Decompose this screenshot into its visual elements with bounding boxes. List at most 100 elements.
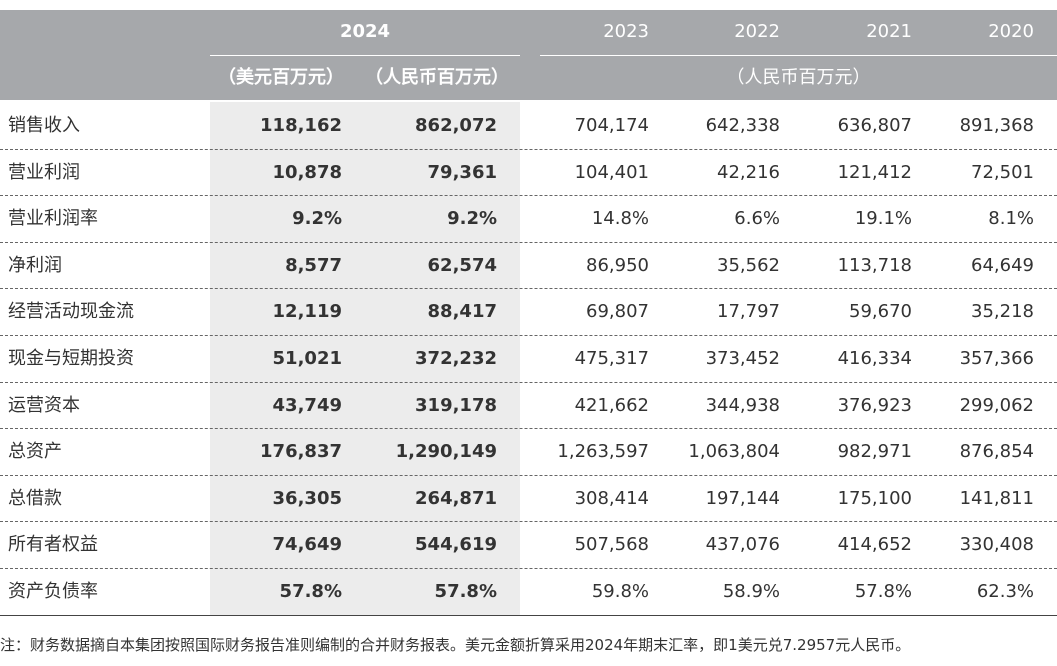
cell: 104,401	[574, 161, 649, 183]
header-unit: （人民币百万元）	[365, 67, 509, 88]
cell: 416,334	[837, 348, 912, 369]
cell: 88,417	[427, 301, 497, 323]
cell: 9.2%	[292, 208, 342, 230]
cell: 544,619	[415, 534, 497, 556]
cell: 57.8%	[279, 581, 342, 602]
highlight-column	[210, 102, 520, 615]
cell: 704,174	[574, 115, 649, 136]
row-label: 现金与短期投资	[8, 348, 134, 369]
row-label: 营业利润	[8, 161, 80, 183]
cell: 372,232	[415, 348, 497, 369]
cell: 51,021	[272, 348, 342, 369]
cell: 6.6%	[734, 208, 780, 230]
row-separator	[0, 381, 1057, 383]
row-separator	[0, 474, 1057, 476]
row-label: 营业利润率	[8, 208, 98, 230]
cell: 35,218	[971, 301, 1034, 323]
cell: 19.1%	[854, 208, 912, 230]
cell: 862,072	[415, 115, 497, 136]
cell: 17,797	[717, 301, 780, 323]
row-separator	[0, 568, 1057, 569]
cell: 507,568	[574, 534, 649, 556]
cell: 79,361	[427, 161, 497, 183]
row-label: 总借款	[8, 487, 62, 509]
bottom-rule	[0, 615, 1057, 616]
cell: 642,338	[705, 115, 780, 136]
row-label: 所有者权益	[8, 534, 98, 556]
cell: 876,854	[959, 441, 1034, 463]
cell: 72,501	[971, 161, 1034, 183]
cell: 62.3%	[976, 581, 1034, 602]
header-rule	[210, 55, 520, 56]
header-year: 2021	[866, 21, 912, 42]
cell: 330,408	[959, 534, 1034, 556]
cell: 308,414	[574, 487, 649, 509]
cell: 357,366	[959, 348, 1034, 369]
cell: 69,807	[586, 301, 649, 323]
row-separator	[0, 241, 1057, 243]
cell: 414,652	[837, 534, 912, 556]
row-separator	[0, 335, 1057, 336]
cell: 141,811	[959, 487, 1034, 509]
cell: 35,562	[717, 254, 780, 276]
cell: 12,119	[272, 301, 342, 323]
cell: 1,263,597	[557, 441, 649, 463]
header-year: 2022	[734, 21, 780, 42]
row-label: 运营资本	[8, 394, 80, 416]
row-separator	[0, 148, 1057, 150]
header-year: 2024	[339, 21, 391, 42]
cell: 62,574	[427, 254, 497, 276]
header-rule	[540, 55, 1057, 56]
row-separator	[0, 428, 1057, 430]
cell: 344,938	[705, 394, 780, 416]
row-label: 销售收入	[8, 115, 80, 136]
cell: 8.1%	[988, 208, 1034, 230]
cell: 42,216	[717, 161, 780, 183]
cell: 299,062	[959, 394, 1034, 416]
row-label: 资产负债率	[8, 581, 98, 602]
row-separator	[0, 288, 1057, 290]
row-label: 总资产	[8, 441, 62, 463]
cell: 59,670	[849, 301, 912, 323]
cell: 197,144	[705, 487, 780, 509]
cell: 118,162	[260, 115, 342, 136]
cell: 373,452	[705, 348, 780, 369]
cell: 1,063,804	[688, 441, 780, 463]
header-unit: （美元百万元）	[218, 67, 344, 88]
footnote: 注：财务数据摘自本集团按照国际财务报告准则编制的合并财务报表。美元金额折算采用2…	[0, 636, 911, 654]
cell: 421,662	[574, 394, 649, 416]
header-unit: （人民币百万元）	[726, 67, 871, 88]
cell: 319,178	[415, 394, 497, 416]
cell: 10,878	[272, 161, 342, 183]
cell: 175,100	[837, 487, 912, 509]
cell: 36,305	[272, 487, 342, 509]
cell: 86,950	[586, 254, 649, 276]
cell: 376,923	[837, 394, 912, 416]
header-year: 2023	[603, 21, 649, 42]
cell: 57.8%	[434, 581, 497, 602]
cell: 636,807	[837, 115, 912, 136]
cell: 74,649	[272, 534, 342, 556]
cell: 58.9%	[722, 581, 780, 602]
cell: 264,871	[415, 487, 497, 509]
row-label: 净利润	[8, 254, 62, 276]
cell: 891,368	[959, 115, 1034, 136]
cell: 59.8%	[591, 581, 649, 602]
cell: 121,412	[837, 161, 912, 183]
cell: 14.8%	[591, 208, 649, 230]
cell: 43,749	[272, 394, 342, 416]
cell: 1,290,149	[395, 441, 497, 463]
cell: 9.2%	[447, 208, 497, 230]
cell: 113,718	[837, 254, 912, 276]
row-separator	[0, 521, 1057, 523]
cell: 64,649	[971, 254, 1034, 276]
row-separator	[0, 195, 1057, 197]
row-label: 经营活动现金流	[8, 301, 134, 323]
cell: 57.8%	[854, 581, 912, 602]
cell: 8,577	[285, 254, 342, 276]
cell: 437,076	[705, 534, 780, 556]
cell: 176,837	[260, 441, 342, 463]
cell: 982,971	[837, 441, 912, 463]
header-year: 2020	[988, 21, 1034, 42]
